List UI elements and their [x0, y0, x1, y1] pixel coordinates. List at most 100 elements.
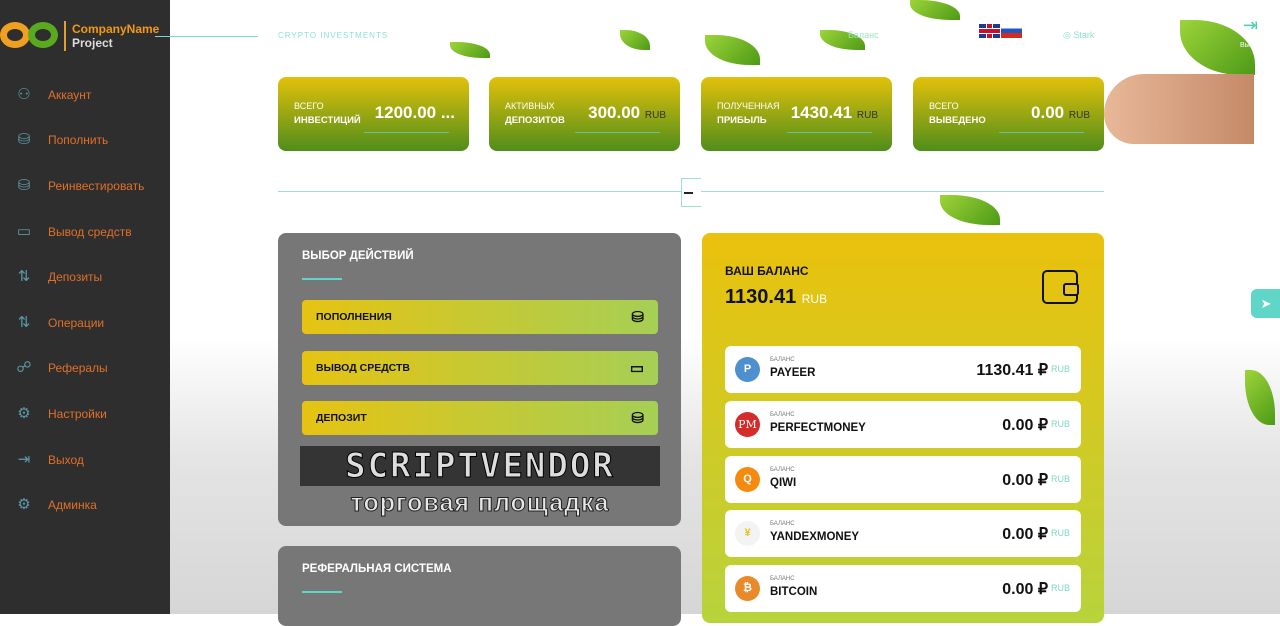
- divider-mark: [681, 178, 701, 207]
- telegram-button[interactable]: ➤: [1251, 289, 1280, 318]
- gear-icon: ⚙: [17, 404, 31, 422]
- stat-label: АКТИВНЫХ: [505, 101, 555, 111]
- topup-button[interactable]: ПОПОЛНЕНИЯ ⛁: [302, 300, 658, 334]
- leaf-decoration: [450, 42, 490, 58]
- hand-image: [1104, 74, 1254, 144]
- coins-hand-icon: ⛁: [631, 410, 644, 427]
- coins-hand-icon: ⛁: [631, 309, 644, 326]
- stat-value: 1200.00 ...: [374, 103, 455, 122]
- sidebar-item-settings[interactable]: ⚙ Настройки: [0, 391, 170, 437]
- sidebar-item-deposit[interactable]: ⛁ Пополнить: [0, 118, 170, 164]
- sidebar-item-admin[interactable]: ⚙ Админка: [0, 482, 170, 528]
- stat-value: 0.00 RUB: [1031, 103, 1090, 122]
- leaf-decoration: [1245, 370, 1275, 425]
- coins-hand-icon: ⛁: [17, 176, 31, 194]
- wallet-icon: ▭: [16, 222, 32, 240]
- referral-title: РЕФЕРАЛЬНАЯ СИСТЕМА: [302, 563, 452, 575]
- stat-value: 300.00 RUB: [588, 103, 666, 122]
- stat-label: ВСЕГО: [929, 101, 959, 111]
- sidebar-item-label: Вывод средств: [48, 224, 132, 239]
- hierarchy-icon: ☍: [16, 359, 32, 377]
- watermark: SCRIPTVENDOR: [300, 446, 660, 487]
- referral-panel: РЕФЕРАЛЬНАЯ СИСТЕМА: [278, 546, 681, 626]
- stat-label: ДЕПОЗИТОВ: [505, 115, 565, 126]
- wallet-icon: [1042, 270, 1079, 304]
- balance-row-qiwi: Q БАЛАНС QIWI 0.00 ₽ RUB: [725, 456, 1081, 503]
- logout-button[interactable]: ⇥ Выход: [1240, 15, 1261, 49]
- bitcoin-icon: ₿: [735, 576, 760, 601]
- tagline: CRYPTO INVESTMENTS: [278, 31, 389, 40]
- header-line: [155, 36, 258, 37]
- flag-ru-icon[interactable]: [1001, 24, 1022, 38]
- leaf-decoration: [820, 30, 865, 50]
- withdraw-button[interactable]: ВЫВОД СРЕДСТВ ▭: [302, 351, 658, 385]
- balance-row-perfectmoney: PM БАЛАНС PERFECTMONEY 0.00 ₽ RUB: [725, 401, 1081, 448]
- stat-value: 1430.41 RUB: [790, 103, 878, 122]
- user-menu[interactable]: ◎ Stark: [1063, 30, 1094, 41]
- sidebar-item-referrals[interactable]: ☍ Рефералы: [0, 346, 170, 392]
- balance-card: ВАШ БАЛАНС 1130.41 RUB P БАЛАНС PAYEER 1130…: [702, 233, 1104, 623]
- flag-en-icon[interactable]: [979, 24, 1000, 38]
- leaf-decoration: [705, 35, 760, 65]
- yandexmoney-icon: ¥: [735, 521, 760, 546]
- sidebar-item-label: Операции: [48, 315, 105, 330]
- stat-label: ВСЕГО: [294, 101, 324, 111]
- sidebar-item-withdraw[interactable]: ▭ Вывод средств: [0, 209, 170, 255]
- stat-label: ПРИБЫЛЬ: [717, 115, 767, 126]
- sidebar-item-deposits[interactable]: ⇅ Депозиты: [0, 254, 170, 300]
- perfectmoney-icon: PM: [735, 412, 760, 437]
- leaf-decoration: [940, 195, 1000, 225]
- sidebar-item-label: Реинвестировать: [48, 178, 145, 193]
- sidebar-item-label: Пополнить: [48, 133, 109, 148]
- sidebar-item-reinvest[interactable]: ⛁ Реинвестировать: [0, 163, 170, 209]
- sidebar-item-label: Рефералы: [48, 361, 108, 376]
- sidebar-item-label: Аккаунт: [48, 87, 92, 102]
- deposit-button[interactable]: ДЕПОЗИТ ⛁: [302, 401, 658, 435]
- sidebar-item-label: Выход: [48, 452, 84, 467]
- balance-row-payeer: P БАЛАНС PAYEER 1130.41 ₽ RUB: [725, 346, 1081, 393]
- stat-label: ПОЛУЧЕННАЯ: [717, 101, 780, 111]
- logout-label: Выход: [1240, 42, 1261, 49]
- user-icon: ◎: [1063, 30, 1074, 40]
- actions-title: ВЫБОР ДЕЙСТВИЙ: [302, 250, 414, 262]
- stat-card-profit: ПОЛУЧЕННАЯ ПРИБЫЛЬ 1430.41 RUB: [701, 77, 892, 151]
- balance-title: ВАШ БАЛАНС: [725, 264, 809, 278]
- telegram-icon: ➤: [1260, 296, 1272, 311]
- balance-row-yandexmoney: ¥ БАЛАНС YANDEXMONEY 0.00 ₽ RUB: [725, 510, 1081, 557]
- username: Stark: [1073, 30, 1095, 40]
- balance-row-bitcoin: ₿ БАЛАНС BITCOIN 0.00 ₽ RUB: [725, 565, 1081, 612]
- qiwi-icon: Q: [735, 467, 760, 492]
- sidebar-nav: ⚇ Аккаунт ⛁ Пополнить ⛁ Реинвестировать ▭ Вы…: [0, 72, 170, 528]
- wallet-icon: ▭: [629, 360, 644, 377]
- logout-icon: ⇥: [1242, 15, 1259, 35]
- sidebar-item-label: Настройки: [48, 406, 107, 421]
- payeer-icon: P: [735, 357, 760, 382]
- user-icon: ⚇: [17, 85, 31, 103]
- stat-card-active-deposits: АКТИВНЫХ ДЕПОЗИТОВ 300.00 RUB: [489, 77, 680, 151]
- exchange-icon: ⇅: [17, 268, 31, 286]
- logo-icon: [0, 18, 60, 54]
- watermark-subtitle: торговая площадка: [350, 489, 610, 518]
- leaf-decoration: [620, 30, 650, 50]
- exchange-icon: ⇅: [17, 313, 31, 331]
- stat-card-withdrawn: ВСЕГО ВЫВЕДЕНО 0.00 RUB: [913, 77, 1104, 151]
- sidebar-item-label: Депозиты: [48, 270, 103, 285]
- sidebar-item-logout[interactable]: ⇥ Выход: [0, 437, 170, 483]
- brand-sub: Project: [72, 36, 113, 50]
- sidebar-item-label: Админка: [48, 498, 97, 513]
- stat-label: ВЫВЕДЕНО: [929, 115, 986, 126]
- sidebar-item-operations[interactable]: ⇅ Операции: [0, 300, 170, 346]
- stat-label: ИНВЕСТИЦИЙ: [294, 115, 361, 126]
- balance-link[interactable]: Баланс: [848, 30, 879, 40]
- logout-icon: ⇥: [17, 450, 31, 468]
- logo[interactable]: CompanyName Project: [0, 18, 159, 54]
- balance-value: 1130.41 RUB: [725, 286, 828, 308]
- actions-panel: ВЫБОР ДЕЙСТВИЙ ПОПОЛНЕНИЯ ⛁ ВЫВОД СРЕДСТВ…: [278, 233, 681, 526]
- sidebar-item-account[interactable]: ⚇ Аккаунт: [0, 72, 170, 118]
- stat-card-invested: ВСЕГО ИНВЕСТИЦИЙ 1200.00 ...: [278, 77, 469, 151]
- brand-name: CompanyName: [72, 22, 160, 36]
- language-switcher: [979, 24, 1022, 38]
- coins-hand-icon: ⛁: [17, 131, 31, 149]
- leaf-decoration: [910, 0, 960, 20]
- gear-icon: ⚙: [17, 496, 31, 514]
